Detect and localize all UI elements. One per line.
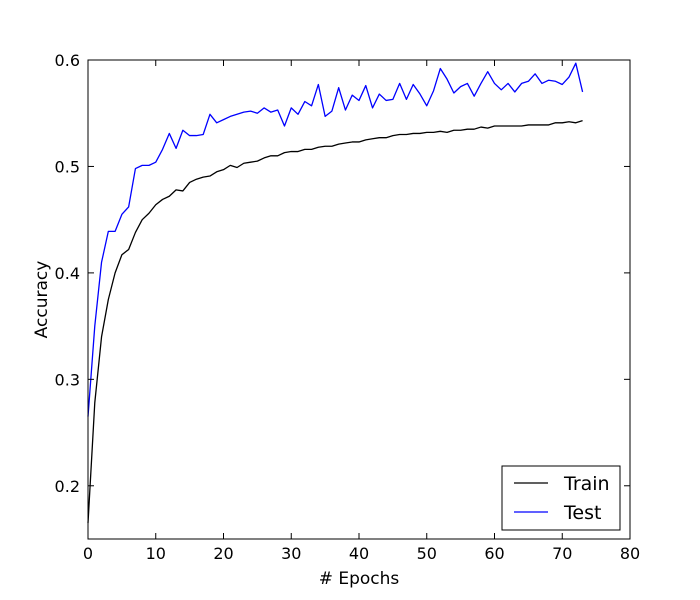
ticks-layer: 0 10 20 30 40 50 60 70 80 0.2 0.3 0.4 0.5 0.6 [55, 51, 641, 563]
x-tick-label: 50 [417, 544, 437, 563]
series-layer [87, 62, 584, 524]
series-line-train [87, 120, 583, 524]
legend: Train Test [501, 465, 621, 531]
legend-box [501, 465, 621, 531]
x-tick-label: 70 [552, 544, 572, 563]
y-tick-label: 0.6 [55, 51, 80, 70]
x-tick-label: 40 [349, 544, 369, 563]
y-tick-label: 0.4 [55, 264, 80, 283]
x-tick-label: 20 [213, 544, 233, 563]
y-tick-label: 0.5 [55, 157, 80, 176]
x-tick-label: 60 [484, 544, 504, 563]
y-tick-label: 0.3 [55, 370, 80, 389]
x-tick-label: 10 [146, 544, 166, 563]
x-tick-label: 30 [281, 544, 301, 563]
x-tick-label: 80 [620, 544, 640, 563]
series-line-test [87, 62, 584, 417]
plot-frame [87, 59, 631, 540]
legend-label-test: Test [563, 502, 601, 524]
legend-label-train: Train [563, 473, 610, 495]
x-axis-title: # Epochs [319, 569, 400, 589]
y-axis-title: Accuracy [32, 261, 52, 339]
x-tick-label: 0 [83, 544, 93, 563]
y-tick-label: 0.2 [55, 477, 80, 496]
